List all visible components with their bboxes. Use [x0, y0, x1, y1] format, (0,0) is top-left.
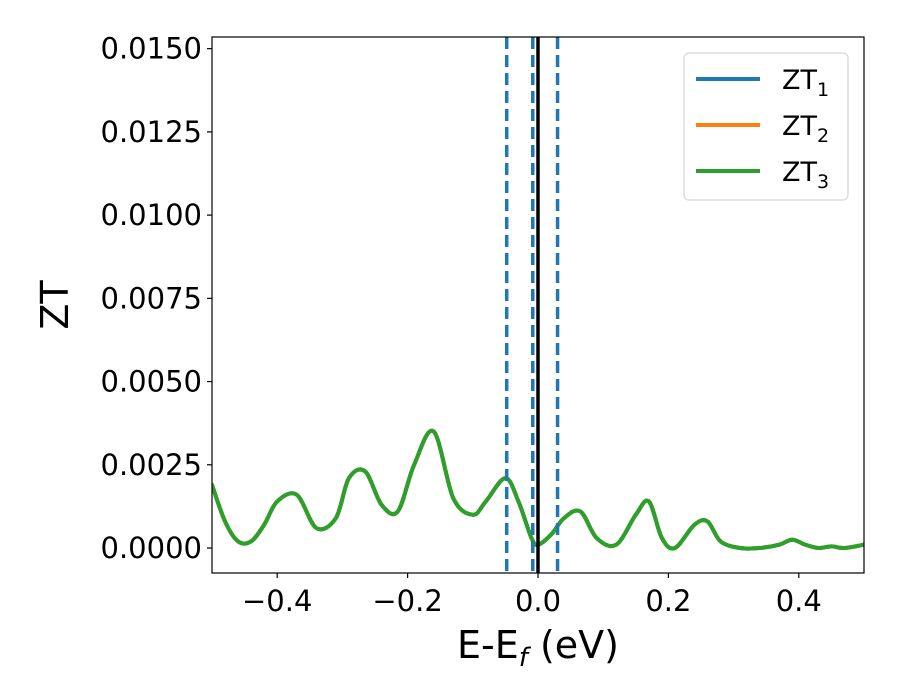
y-tick-label: 0.0150: [101, 32, 202, 66]
y-axis-label: ZT: [33, 280, 77, 330]
legend-label: ZT1: [782, 65, 829, 101]
x-tick-label: 0.4: [776, 584, 822, 618]
legend-label: ZT2: [782, 111, 829, 147]
x-tick-label: 0.2: [645, 584, 691, 618]
x-tick-label: −0.4: [242, 584, 312, 618]
legend-label: ZT3: [782, 157, 829, 193]
y-axis: 0.0000 0.0025 0.0050 0.0075 0.0100 0.0125 0.01…: [101, 32, 212, 565]
y-tick-label: 0.0100: [101, 198, 202, 232]
x-axis-label: E-Ef (eV): [457, 623, 619, 673]
legend-box: [683, 52, 849, 201]
y-tick-label: 0.0025: [101, 448, 202, 482]
y-tick-label: 0.0125: [101, 115, 202, 149]
y-tick-label: 0.0050: [101, 365, 202, 399]
x-tick-label: 0.0: [515, 584, 561, 618]
legend: ZT1 ZT2 ZT3: [683, 52, 849, 201]
x-tick-label: −0.2: [372, 584, 442, 618]
y-tick-label: 0.0000: [101, 531, 202, 565]
y-tick-label: 0.0075: [101, 281, 202, 315]
x-axis: −0.4 −0.2 0.0 0.2 0.4: [242, 573, 822, 618]
plot-area: [212, 37, 864, 573]
